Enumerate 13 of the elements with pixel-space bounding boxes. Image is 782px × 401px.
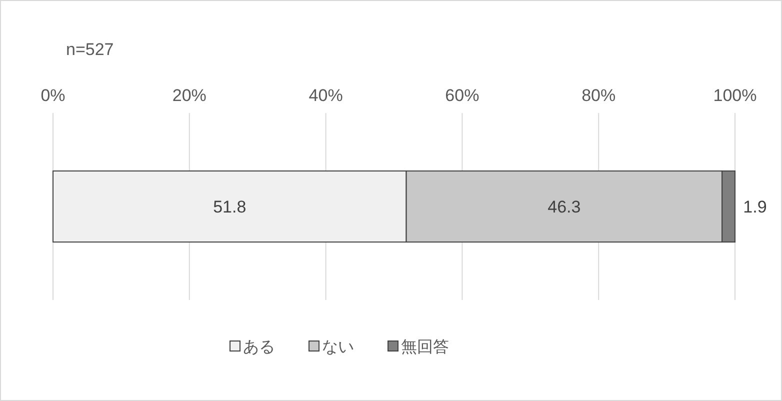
legend-label: 無回答	[401, 339, 449, 356]
text: n=527	[66, 40, 114, 59]
x-tick-label: 0%	[40, 86, 66, 105]
x-tick-label: 80%	[582, 86, 616, 105]
x-tick-label: 20%	[172, 86, 206, 105]
x-tick-label: 60%	[445, 86, 480, 105]
x-tick-label: 100%	[713, 86, 757, 105]
data-label: 1.9	[743, 198, 767, 216]
data-label: 51.8	[213, 198, 246, 216]
legend-label: ない	[322, 339, 354, 356]
data-label: 46.3	[548, 198, 581, 216]
legend-label: ある	[243, 339, 275, 356]
x-tick-label: 40%	[308, 86, 343, 105]
